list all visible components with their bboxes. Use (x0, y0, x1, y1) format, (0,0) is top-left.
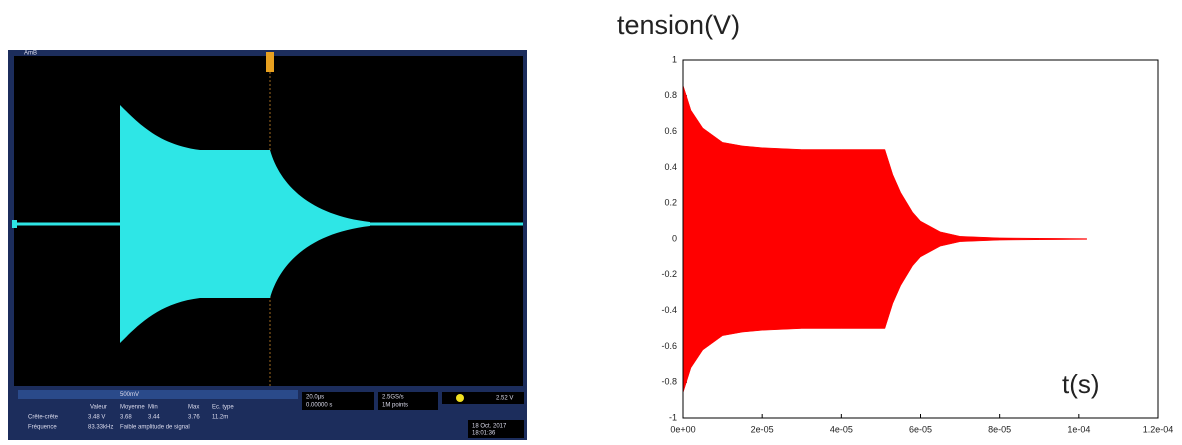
y-tick-label: -1 (669, 412, 677, 422)
waveform (120, 105, 370, 343)
table-header: Ec. type (212, 405, 234, 411)
table-header: Moyenne (120, 405, 145, 411)
scale-bar (18, 390, 298, 399)
cell: Faible amplitude de signal (120, 425, 190, 431)
oscilloscope: AmB 500mV Valeur Moyenne Min Max Ec. typ… (8, 50, 527, 440)
table-header: Max (188, 405, 199, 411)
y-tick-label: 1 (672, 54, 677, 64)
trigger-marker (266, 52, 274, 72)
plot: -1 -0.8 -0.6 -0.4 -0.2 0 0.2 0.4 0.6 0.8 1 0e+00 2e-… (661, 54, 1173, 434)
timebase: 20.0µs (306, 395, 324, 401)
cell: 3.76 (188, 415, 200, 421)
points: 1M points (382, 403, 408, 409)
scale-label: 500mV (120, 392, 139, 398)
date-box (468, 420, 524, 438)
table-header: Min (148, 405, 158, 411)
y-tick-label: 0.6 (664, 126, 677, 136)
cell: 3.44 (148, 415, 160, 421)
x-tick-label: 1e-04 (1067, 424, 1090, 434)
trigger-level: 2.52 V (496, 396, 513, 402)
y-tick-label: -0.8 (661, 377, 677, 387)
time: 18:01:36 (472, 431, 496, 437)
channel-marker (12, 220, 17, 228)
row-label: Fréquence (28, 425, 57, 431)
plot-frame (682, 59, 1159, 419)
x-tick-label: 2e-05 (751, 424, 774, 434)
y-tick-label: -0.4 (661, 305, 677, 315)
trigger-icon (456, 394, 464, 402)
x-tick-label: 4e-05 (830, 424, 853, 434)
cell: 11.2m (212, 415, 228, 421)
envelope-area (682, 238, 1087, 394)
measure-table: Valeur Moyenne Min Max Ec. type Crête-cr… (28, 405, 234, 431)
y-tick-label: 0.2 (664, 198, 677, 208)
x-tick-label: 6e-05 (909, 424, 932, 434)
cell: 83.33kHz (88, 425, 113, 431)
table-header: Valeur (90, 405, 107, 411)
cell: 3.68 (120, 415, 132, 421)
sample-rate: 2.5GS/s (382, 395, 404, 401)
rate-box (378, 392, 438, 410)
channel-label: AmB (24, 51, 37, 57)
x-tick-label: 1.2e-04 (1143, 424, 1174, 434)
y-tick-label: 0 (672, 233, 677, 243)
y-tick-label: -0.2 (661, 269, 677, 279)
y-tick-label: 0.8 (664, 90, 677, 100)
y-tick-label: 0.4 (664, 162, 677, 172)
date: 18 Oct. 2017 (472, 424, 507, 430)
timebase-box (302, 392, 374, 410)
x-tick-label: 8e-05 (988, 424, 1011, 434)
chart-title: tension(V) (617, 10, 740, 40)
y-tick-label: -0.6 (661, 341, 677, 351)
row-label: Crête-crête (28, 415, 59, 421)
delay: 0.00000 s (306, 403, 332, 409)
x-tick-label: 0e+00 (670, 424, 695, 434)
x-axis-label: t(s) (1062, 369, 1100, 399)
cell: 3.48 V (88, 415, 105, 421)
envelope-area (682, 84, 1087, 240)
